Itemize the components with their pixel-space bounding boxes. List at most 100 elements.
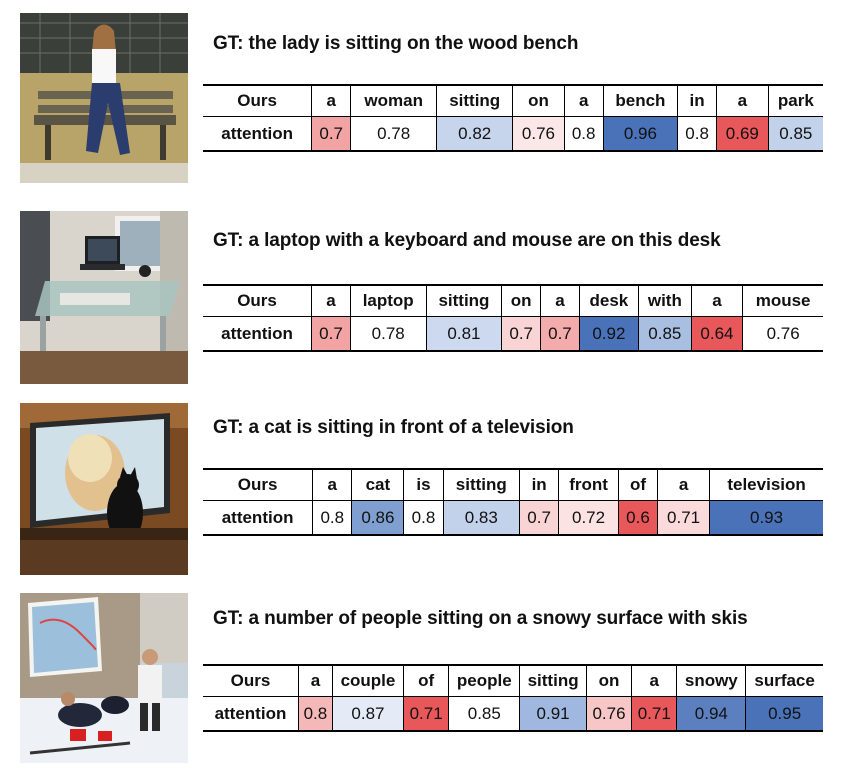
- attention-row: attention 0.8 0.86 0.8 0.83 0.7 0.72 0.6 0.71 0.9…: [203, 500, 823, 536]
- attention-value-cell: 0.85: [637, 316, 692, 352]
- word-cell: on: [512, 84, 565, 117]
- attention-value-cell: 0.71: [402, 696, 449, 732]
- word-cell: a: [631, 664, 677, 697]
- header-row: Ours a couple of people sitting on a snowy surfac…: [203, 664, 823, 697]
- attention-value-cell: 0.85: [448, 696, 520, 732]
- attention-value-cell: 0.91: [519, 696, 587, 732]
- word-cell: television: [709, 468, 823, 501]
- attention-value-cell: 0.69: [716, 116, 769, 152]
- header-row: Ours a woman sitting on a bench in a park: [203, 84, 823, 117]
- attention-value-cell: 0.8: [403, 500, 444, 536]
- attention-value-cell: 0.7: [501, 316, 541, 352]
- row-label: attention: [203, 116, 312, 152]
- row-label: attention: [203, 500, 313, 536]
- word-cell: a: [312, 468, 352, 501]
- word-cell: sitting: [519, 664, 587, 697]
- attention-value-cell: 0.78: [350, 116, 437, 152]
- word-cell: with: [637, 284, 692, 317]
- attention-value-cell: 0.87: [331, 696, 404, 732]
- attention-value-cell: 0.76: [742, 316, 823, 352]
- attention-value-cell: 0.76: [512, 116, 565, 152]
- attention-value-cell: 0.7: [311, 116, 351, 152]
- attention-value-cell: 0.92: [578, 316, 639, 352]
- word-cell: couple: [331, 664, 404, 697]
- row-label: attention: [203, 696, 299, 732]
- word-cell: on: [501, 284, 541, 317]
- word-cell: of: [402, 664, 449, 697]
- attention-value-cell: 0.8: [677, 116, 717, 152]
- word-cell: snowy: [676, 664, 746, 697]
- attention-value-cell: 0.95: [745, 696, 823, 732]
- word-cell: cat: [351, 468, 404, 501]
- attention-value-cell: 0.64: [690, 316, 743, 352]
- word-cell: sitting: [425, 284, 502, 317]
- attention-value-cell: 0.94: [676, 696, 746, 732]
- woman-on-bench-photo: [20, 13, 188, 183]
- attention-value-cell: 0.78: [349, 316, 427, 352]
- ground-truth-caption: GT: a laptop with a keyboard and mouse a…: [213, 230, 721, 251]
- header-label: Ours: [203, 664, 299, 697]
- attention-value-cell: 0.83: [442, 500, 520, 536]
- word-cell: front: [558, 468, 619, 501]
- attention-value-cell: 0.96: [602, 116, 678, 152]
- people-snow-skis-photo: [20, 593, 188, 763]
- word-cell: on: [585, 664, 632, 697]
- word-cell: a: [690, 284, 743, 317]
- word-cell: a: [311, 84, 351, 117]
- word-cell: is: [403, 468, 444, 501]
- header-label: Ours: [203, 468, 313, 501]
- attention-row: attention 0.7 0.78 0.82 0.76 0.8 0.96 0.8 0.69 0.…: [203, 116, 823, 152]
- word-cell: a: [563, 84, 604, 117]
- attention-value-cell: 0.8: [297, 696, 333, 732]
- attention-table: Ours a couple of people sitting on a snowy surfac…: [203, 664, 823, 732]
- header-row: Ours a cat is sitting in front of a television: [203, 468, 823, 501]
- attention-value-cell: 0.6: [617, 500, 658, 536]
- attention-value-cell: 0.7: [519, 500, 559, 536]
- word-cell: bench: [602, 84, 678, 117]
- word-cell: sitting: [442, 468, 520, 501]
- word-cell: a: [540, 284, 580, 317]
- word-cell: woman: [350, 84, 437, 117]
- cat-television-photo: [20, 403, 188, 575]
- attention-value-cell: 0.72: [558, 500, 619, 536]
- word-cell: in: [677, 84, 717, 117]
- attention-value-cell: 0.82: [436, 116, 513, 152]
- ground-truth-caption: GT: a number of people sitting on a snow…: [213, 608, 748, 629]
- word-cell: laptop: [349, 284, 427, 317]
- header-row: Ours a laptop sitting on a desk with a mouse: [203, 284, 823, 317]
- word-cell: a: [311, 284, 351, 317]
- header-label: Ours: [203, 284, 312, 317]
- word-cell: sitting: [436, 84, 513, 117]
- word-cell: park: [767, 84, 823, 117]
- ground-truth-caption: GT: the lady is sitting on the wood benc…: [213, 33, 579, 54]
- word-cell: mouse: [742, 284, 823, 317]
- laptop-desk-photo: [20, 211, 188, 384]
- attention-table: Ours a laptop sitting on a desk with a mouse atten…: [203, 284, 823, 352]
- attention-value-cell: 0.85: [767, 116, 823, 152]
- attention-table: Ours a cat is sitting in front of a television att…: [203, 468, 823, 536]
- attention-row: attention 0.8 0.87 0.71 0.85 0.91 0.76 0.71 0.94…: [203, 696, 823, 732]
- header-label: Ours: [203, 84, 312, 117]
- attention-value-cell: 0.7: [311, 316, 351, 352]
- attention-value-cell: 0.86: [351, 500, 404, 536]
- ground-truth-caption: GT: a cat is sitting in front of a telev…: [213, 417, 574, 438]
- attention-value-cell: 0.8: [563, 116, 604, 152]
- word-cell: of: [617, 468, 658, 501]
- attention-value-cell: 0.8: [312, 500, 352, 536]
- attention-value-cell: 0.71: [657, 500, 710, 536]
- word-cell: in: [519, 468, 559, 501]
- row-label: attention: [203, 316, 312, 352]
- attention-value-cell: 0.7: [540, 316, 580, 352]
- word-cell: desk: [578, 284, 639, 317]
- word-cell: a: [716, 84, 769, 117]
- attention-table: Ours a woman sitting on a bench in a park attentio…: [203, 84, 823, 152]
- word-cell: a: [657, 468, 710, 501]
- attention-value-cell: 0.76: [585, 696, 632, 732]
- attention-value-cell: 0.81: [425, 316, 502, 352]
- attention-row: attention 0.7 0.78 0.81 0.7 0.7 0.92 0.85 0.64 0.…: [203, 316, 823, 352]
- attention-value-cell: 0.93: [709, 500, 823, 536]
- attention-value-cell: 0.71: [631, 696, 677, 732]
- word-cell: people: [448, 664, 520, 697]
- word-cell: a: [297, 664, 333, 697]
- word-cell: surface: [745, 664, 823, 697]
